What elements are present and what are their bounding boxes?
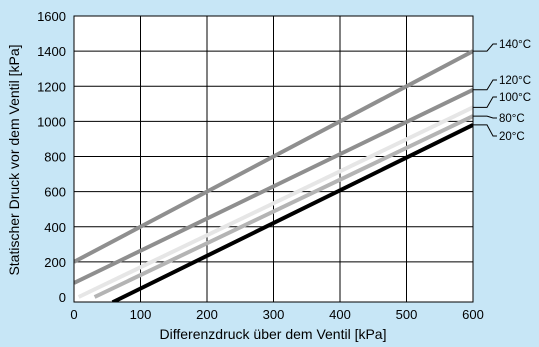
legend-label: 120°C (499, 75, 531, 87)
x-tick-label: 100 (130, 307, 152, 322)
x-tick-label: 300 (263, 307, 285, 322)
y-tick-label: 1200 (37, 79, 66, 94)
y-tick-label: 1600 (37, 9, 66, 24)
x-tick-label: 600 (462, 307, 484, 322)
y-tick-label: 200 (44, 255, 66, 270)
y-tick-label: 1000 (37, 114, 66, 129)
y-tick-label: 0 (59, 290, 66, 305)
x-tick-label: 0 (70, 307, 77, 322)
legend-leader-line (473, 96, 497, 108)
x-axis-title: Differenzdruck über dem Ventil [kPa] (160, 326, 387, 342)
legend-label: 80°C (499, 113, 525, 125)
legend-leader-line (473, 124, 497, 137)
x-tick-label: 200 (196, 307, 218, 322)
series-line-140C (74, 49, 473, 264)
y-tick-label: 400 (44, 220, 66, 235)
y-tick-label: 800 (44, 150, 66, 165)
y-axis-title: Statischer Druck vor dem Ventil [kPa] (6, 44, 22, 275)
legend-label: 20°C (499, 131, 525, 143)
series-line-100C (77, 105, 473, 299)
legend-label: 100°C (499, 92, 531, 104)
x-tick-label: 400 (329, 307, 351, 322)
legend-leader-line (473, 43, 497, 52)
y-tick-label: 1400 (37, 44, 66, 59)
plot-frame (73, 15, 474, 303)
x-tick-label: 500 (396, 307, 418, 322)
series-line-80C (93, 114, 473, 299)
series-line-120C (74, 87, 473, 285)
y-tick-label: 600 (44, 185, 66, 200)
legend-leader-line (473, 115, 497, 119)
series-line-20C (111, 123, 473, 302)
legend-label: 140°C (499, 39, 531, 51)
legend-leader-line (473, 79, 497, 91)
